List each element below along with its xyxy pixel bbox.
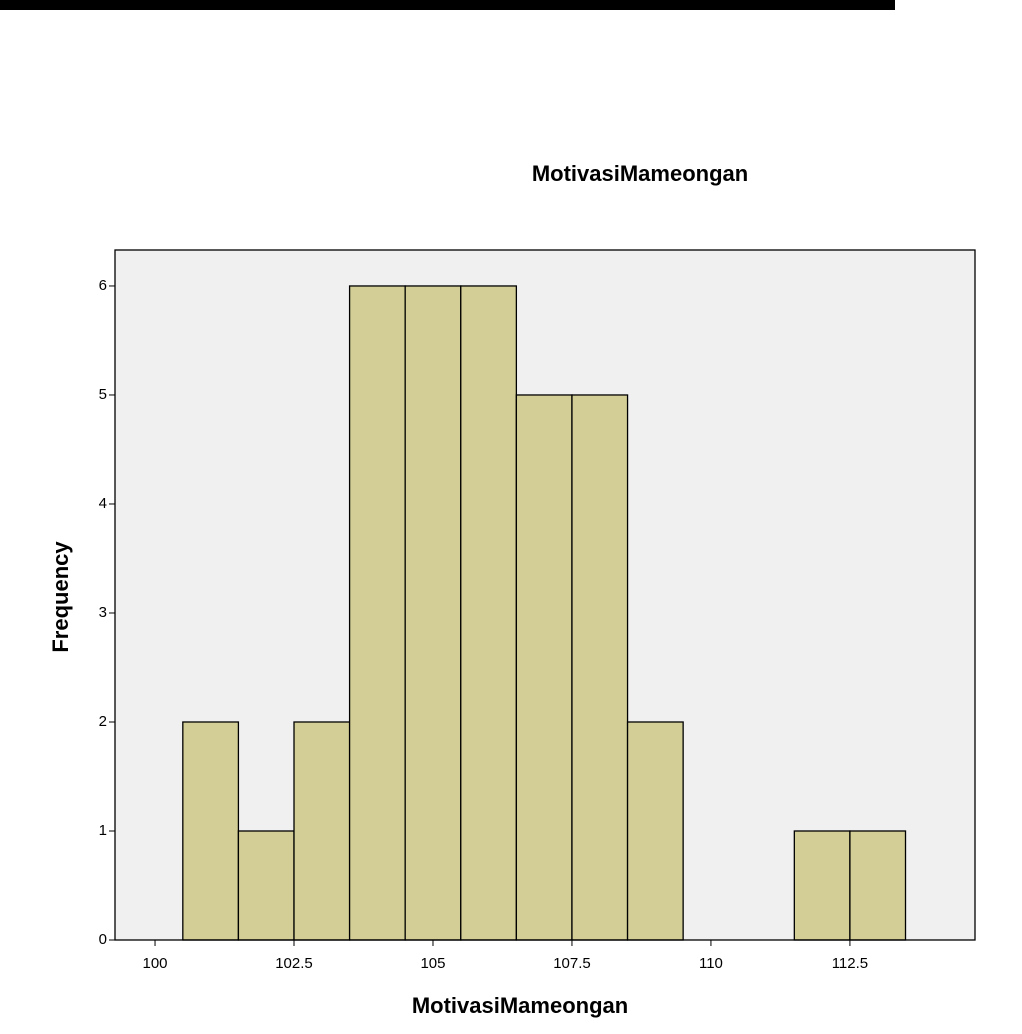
plot-frame xyxy=(114,249,976,941)
y-tick-label: 5 xyxy=(99,386,107,403)
x-tick-label: 107.5 xyxy=(553,955,591,972)
x-tick-label: 110 xyxy=(699,955,723,972)
x-tick-label: 112.5 xyxy=(832,955,868,972)
bar xyxy=(182,721,240,941)
y-tick-label: 1 xyxy=(99,822,107,839)
y-tick-label: 0 xyxy=(99,931,107,948)
bar xyxy=(237,830,295,941)
x-tick-label: 100 xyxy=(143,955,168,972)
x-axis-label: MotivasiMameongan xyxy=(412,993,628,1018)
y-tick-label: 4 xyxy=(99,495,107,512)
bar xyxy=(460,285,518,941)
y-tick-label: 3 xyxy=(99,604,107,621)
y-tick-label: 6 xyxy=(99,277,107,294)
bar xyxy=(849,830,907,941)
top-bar xyxy=(0,0,895,10)
x-tick-label: 102.5 xyxy=(275,955,313,972)
bar xyxy=(793,830,851,941)
bar xyxy=(626,721,684,941)
chart-title: MotivasiMameongan xyxy=(532,161,748,186)
bar xyxy=(404,285,462,941)
bar xyxy=(348,285,406,941)
y-tick-label: 2 xyxy=(99,713,107,730)
x-tick-label: 105 xyxy=(420,955,445,972)
bar xyxy=(293,721,351,941)
bar xyxy=(515,394,573,941)
y-axis-label: Frequency xyxy=(48,541,73,653)
bar xyxy=(571,394,629,941)
